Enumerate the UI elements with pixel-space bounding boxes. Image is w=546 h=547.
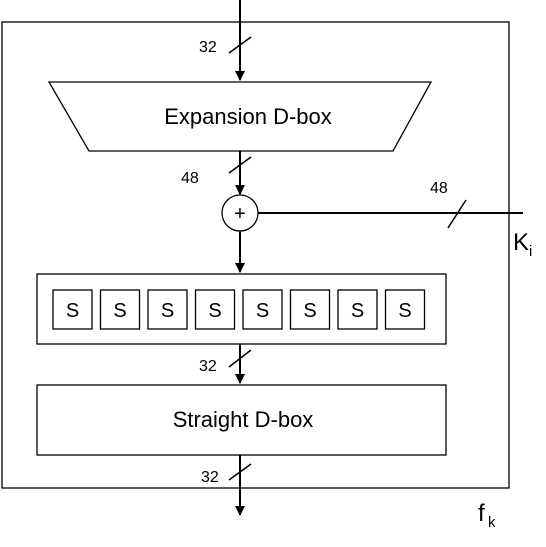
s-box-1 [52, 289, 93, 330]
s-box-5-label: S [256, 300, 269, 322]
key-slash [447, 199, 467, 229]
expansion-d-box [47, 81, 433, 152]
straight-d-box-label: Straight D-box [173, 407, 314, 432]
output-slash [228, 463, 252, 481]
function-box [1, 21, 510, 489]
s-box-5 [242, 289, 283, 330]
s-box-8 [384, 289, 426, 330]
s-box-3-label: S [161, 300, 174, 322]
output-bits-label: 32 [201, 469, 219, 486]
key-bits-label: 48 [430, 180, 448, 197]
s-box-6-label: S [303, 300, 316, 322]
expansion-output-slash [228, 156, 252, 174]
s-box-7-label: S [351, 300, 364, 322]
input-bits-label: 32 [199, 39, 217, 56]
s-box-2-label: S [113, 300, 126, 322]
s-box-3 [147, 289, 188, 330]
expansion-d-box-label: Expansion D-box [164, 104, 332, 129]
s-box-1-label: S [66, 300, 79, 322]
input-slash [228, 36, 252, 54]
key-subscript: i [529, 243, 532, 260]
expansion-bits-label: 48 [181, 170, 199, 187]
sbox-output-slash [228, 349, 252, 368]
s-box-6 [289, 289, 331, 330]
s-box-8-label: S [398, 300, 411, 322]
s-box-2 [99, 289, 141, 330]
key-label: K [513, 229, 529, 256]
function-label: f [478, 500, 485, 527]
sbox-bits-label: 32 [199, 358, 217, 375]
straight-d-box [36, 384, 447, 456]
s-box-container [36, 273, 447, 345]
s-box-4-label: S [208, 300, 221, 322]
function-subscript: k [488, 514, 496, 531]
xor-symbol: + [234, 203, 246, 225]
s-box-7 [337, 289, 378, 330]
s-box-4 [194, 289, 236, 330]
